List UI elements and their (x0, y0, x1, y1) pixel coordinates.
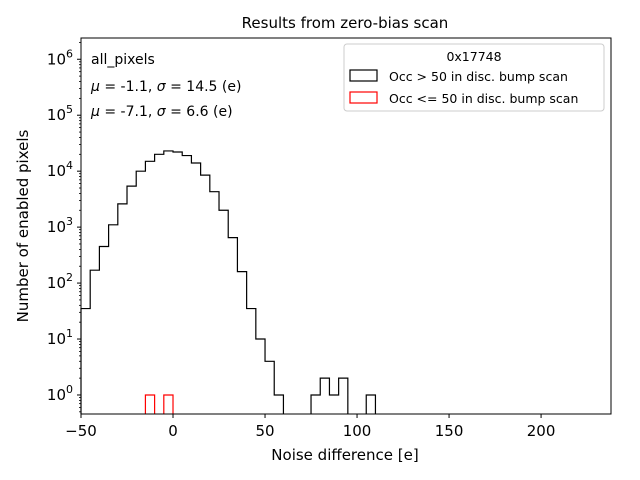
sigma-symbol: σ (157, 104, 167, 120)
y-tick-label: 101 (47, 327, 73, 348)
sigma-value: = 6.6 (e) (166, 104, 233, 120)
y-axis-ticks: 100 101 102 103 104 105 106 (47, 42, 81, 413)
x-tick-label: 200 (527, 422, 556, 440)
x-tick-label: 150 (435, 422, 464, 440)
x-tick-label: 0 (168, 422, 178, 440)
mu-symbol: μ (90, 104, 100, 120)
x-axis-label: Noise difference [e] (271, 446, 418, 464)
y-tick-label: 103 (47, 215, 73, 236)
series-layer (80, 150, 377, 414)
legend: 0x17748 Occ > 50 in disc. bump scan Occ … (343, 43, 605, 112)
y-tick-label: 105 (47, 103, 73, 124)
y-tick-label: 100 (47, 383, 73, 404)
legend-swatch (349, 69, 378, 82)
annotation-stats-black: μ = -1.1, σ = 14.5 (e) (90, 79, 241, 95)
x-axis-ticks: −50 0 50 100 150 200 (65, 414, 555, 440)
legend-title: 0x17748 (446, 49, 501, 64)
sigma-value: = 14.5 (e) (166, 79, 242, 95)
annotation-label: all_pixels (91, 52, 155, 68)
y-axis-label: Number of enabled pixels (14, 129, 32, 322)
mu-value: = -1.1, (100, 79, 157, 95)
y-tick-label: 106 (47, 47, 73, 68)
plot-frame (80, 37, 612, 415)
histogram-series-outline (144, 394, 174, 414)
chart-title: Results from zero-bias scan (242, 14, 449, 32)
y-tick-label: 104 (47, 159, 73, 180)
y-tick-label: 102 (47, 271, 73, 292)
annotation-stats-red: μ = -7.1, σ = 6.6 (e) (90, 104, 233, 120)
legend-entry-label: Occ <= 50 in disc. bump scan (389, 91, 578, 106)
mu-value: = -7.1, (100, 104, 157, 120)
x-tick-label: 50 (255, 422, 274, 440)
legend-entry-label: Occ > 50 in disc. bump scan (389, 69, 568, 84)
legend-swatch (349, 91, 378, 104)
sigma-symbol: σ (157, 79, 167, 95)
x-tick-label: 100 (343, 422, 372, 440)
mu-symbol: μ (90, 79, 100, 95)
x-tick-label: −50 (65, 422, 97, 440)
legend-box (343, 43, 605, 112)
histogram-series-outline (80, 150, 377, 414)
